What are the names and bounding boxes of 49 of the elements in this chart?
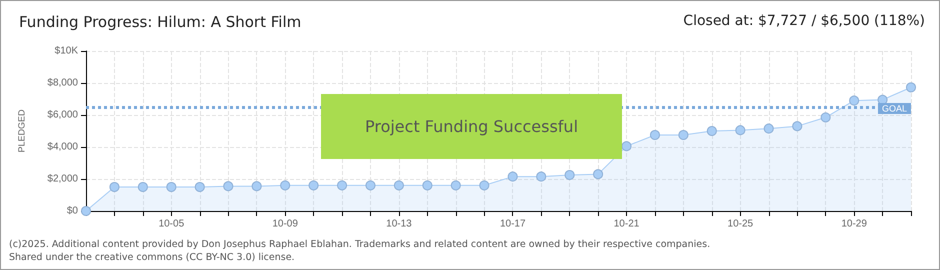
- point: [479, 180, 490, 190]
- y-tick-label: $8,000: [47, 78, 78, 88]
- x-tick-label: 10-25: [728, 218, 754, 230]
- text: Shared under the creative commons (CC BY-NC 3.0) license.: [9, 251, 296, 264]
- ref-line-label: GOAL: [882, 104, 907, 114]
- point: [622, 141, 632, 152]
- x-tick-label: 10-17: [500, 218, 526, 230]
- point: [678, 130, 688, 140]
- point: [906, 82, 916, 92]
- point: [252, 181, 262, 192]
- x-tick-label: 10-21: [614, 218, 640, 230]
- point: [508, 172, 518, 182]
- y-tick-label: $2,000: [47, 174, 78, 184]
- point: [365, 180, 376, 190]
- x-tick-label: 10-09: [272, 218, 298, 230]
- point: [337, 180, 348, 190]
- point: [394, 180, 404, 190]
- point: [450, 180, 461, 190]
- y-tick-label: $10K: [54, 46, 78, 56]
- y-tick-label: $4,000: [47, 142, 78, 152]
- point: [792, 121, 802, 132]
- y-tick-label: $6,000: [47, 110, 78, 120]
- x-tick-label: 10-29: [841, 218, 868, 230]
- point: [536, 172, 546, 182]
- point: [194, 182, 205, 192]
- point: [764, 124, 774, 134]
- point: [593, 169, 604, 180]
- point: [138, 182, 148, 192]
- y-axis-title: PLEDGED: [16, 108, 26, 153]
- point: [735, 125, 746, 136]
- point: [849, 96, 860, 106]
- y-tick-label: $0: [66, 206, 78, 216]
- chart-subtitle: Closed at: $7,727 / $6,500 (118%): [683, 13, 925, 29]
- point: [223, 181, 234, 192]
- point: [166, 182, 176, 192]
- annotation: Project Funding Successful: [364, 117, 578, 136]
- point: [280, 180, 290, 190]
- point: [650, 130, 660, 140]
- point: [706, 126, 717, 136]
- success-banner: Project Funding Successful: [321, 94, 622, 159]
- x-tick-label: 10-05: [158, 218, 185, 230]
- text: (c)2025. Additional content provided by Don Josephus Raphael Eblahan. Trademarks and related content are owned by their respective companies.: [9, 238, 710, 251]
- point: [820, 112, 831, 122]
- x-tick-label: 10-13: [386, 218, 412, 230]
- point: [422, 180, 432, 190]
- point: [308, 180, 319, 190]
- chart-title: Funding Progress: Hilum: A Short Film: [19, 13, 302, 31]
- point: [109, 182, 120, 192]
- point: [564, 170, 575, 180]
